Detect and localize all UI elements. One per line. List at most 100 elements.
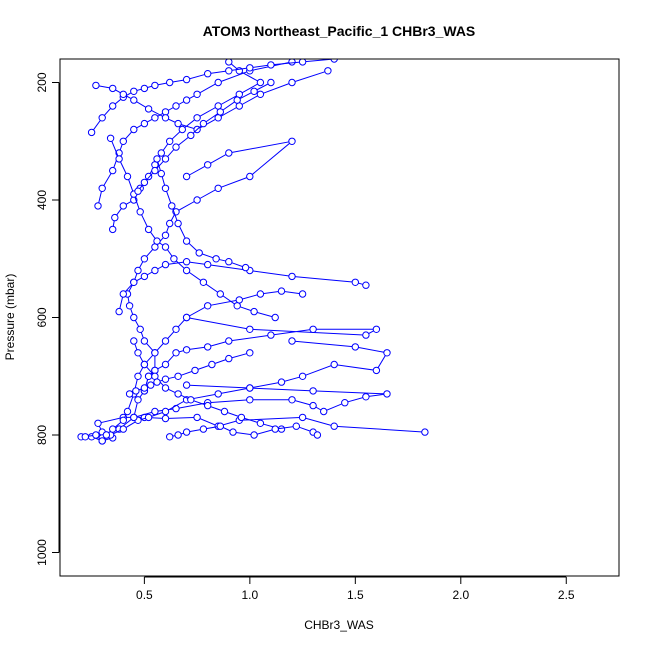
data-point: [298, 413, 307, 422]
data-point: [92, 431, 100, 439]
data-point: [271, 313, 279, 322]
x-tick-label: 0.5: [136, 588, 153, 602]
data-point: [208, 360, 216, 369]
series-line: [126, 261, 367, 392]
data-point: [313, 431, 322, 439]
data-point: [288, 272, 296, 281]
data-point: [134, 372, 142, 380]
data-point: [134, 187, 142, 195]
data-point: [172, 349, 180, 357]
data-point: [362, 331, 370, 339]
data-point: [330, 422, 338, 430]
data-point: [151, 266, 159, 275]
data-point: [140, 337, 149, 345]
data-point: [182, 346, 191, 354]
data-point: [193, 114, 201, 122]
data-point: [246, 349, 254, 357]
data-point: [225, 337, 233, 345]
series-6: [98, 287, 307, 445]
data-point: [204, 161, 212, 169]
data-point: [246, 172, 254, 181]
data-point: [119, 90, 128, 99]
data-point: [195, 249, 203, 257]
series-line: [118, 140, 294, 312]
data-point: [298, 59, 307, 66]
data-point: [267, 331, 275, 339]
data-point: [256, 419, 265, 427]
data-point: [267, 78, 275, 87]
data-point: [81, 433, 90, 441]
data-point: [298, 290, 307, 298]
data-point: [182, 96, 191, 104]
data-point: [161, 384, 170, 392]
data-point: [109, 166, 117, 175]
series-16: [153, 155, 250, 272]
data-point: [153, 378, 161, 386]
data-point: [225, 67, 233, 75]
plot-frame: [59, 58, 620, 577]
data-point: [204, 343, 212, 351]
data-point: [161, 414, 170, 423]
data-point: [140, 84, 149, 93]
data-point: [130, 96, 138, 104]
data-point: [174, 431, 182, 439]
data-point: [309, 401, 317, 410]
data-point: [161, 243, 170, 251]
data-point: [250, 87, 258, 96]
data-point: [199, 425, 208, 433]
data-point: [174, 372, 182, 380]
data-point: [119, 290, 128, 298]
y-tick-label: 600: [35, 307, 49, 327]
data-point: [288, 396, 296, 404]
data-point: [174, 390, 182, 398]
data-point: [182, 258, 191, 266]
data-point: [130, 278, 138, 286]
data-point: [172, 102, 180, 110]
data-point: [199, 119, 208, 128]
data-point: [362, 393, 370, 401]
data-point: [220, 407, 229, 416]
data-point: [233, 302, 241, 310]
data-point: [130, 313, 138, 322]
data-point: [309, 325, 317, 333]
series-14: [166, 422, 322, 441]
data-point: [330, 59, 338, 63]
data-point: [153, 237, 161, 245]
data-point: [193, 90, 201, 99]
series-9: [94, 59, 296, 210]
x-axis: 0.5 1.0 1.5 2.0 2.5: [136, 576, 575, 602]
y-tick-label: 200: [35, 72, 49, 92]
data-point: [174, 219, 182, 228]
data-point: [151, 114, 159, 122]
data-point: [233, 96, 241, 104]
data-point: [216, 290, 225, 298]
data-point: [324, 67, 332, 75]
data-point: [123, 407, 132, 416]
data-point: [144, 372, 153, 380]
data-point: [144, 172, 153, 181]
series-line: [91, 59, 335, 133]
data-point: [102, 431, 111, 439]
data-point: [187, 396, 195, 404]
data-point: [161, 184, 170, 193]
data-point: [161, 231, 170, 240]
data-point: [140, 178, 149, 187]
data-point: [341, 399, 349, 407]
data-point: [182, 75, 191, 84]
data-point: [140, 119, 149, 128]
data-point: [204, 260, 212, 269]
data-point: [140, 360, 149, 369]
series-line: [102, 340, 388, 439]
x-tick-label: 1.5: [347, 588, 364, 602]
x-tick-label: 2.5: [558, 588, 575, 602]
data-point: [277, 378, 286, 386]
data-point: [140, 384, 149, 392]
x-tick-label: 1.0: [242, 588, 259, 602]
series-line: [156, 158, 246, 269]
data-point: [288, 78, 296, 87]
series-5: [123, 258, 370, 395]
data-point: [166, 219, 174, 228]
series-13: [130, 337, 286, 433]
data-point: [214, 184, 222, 193]
data-point: [109, 225, 117, 234]
